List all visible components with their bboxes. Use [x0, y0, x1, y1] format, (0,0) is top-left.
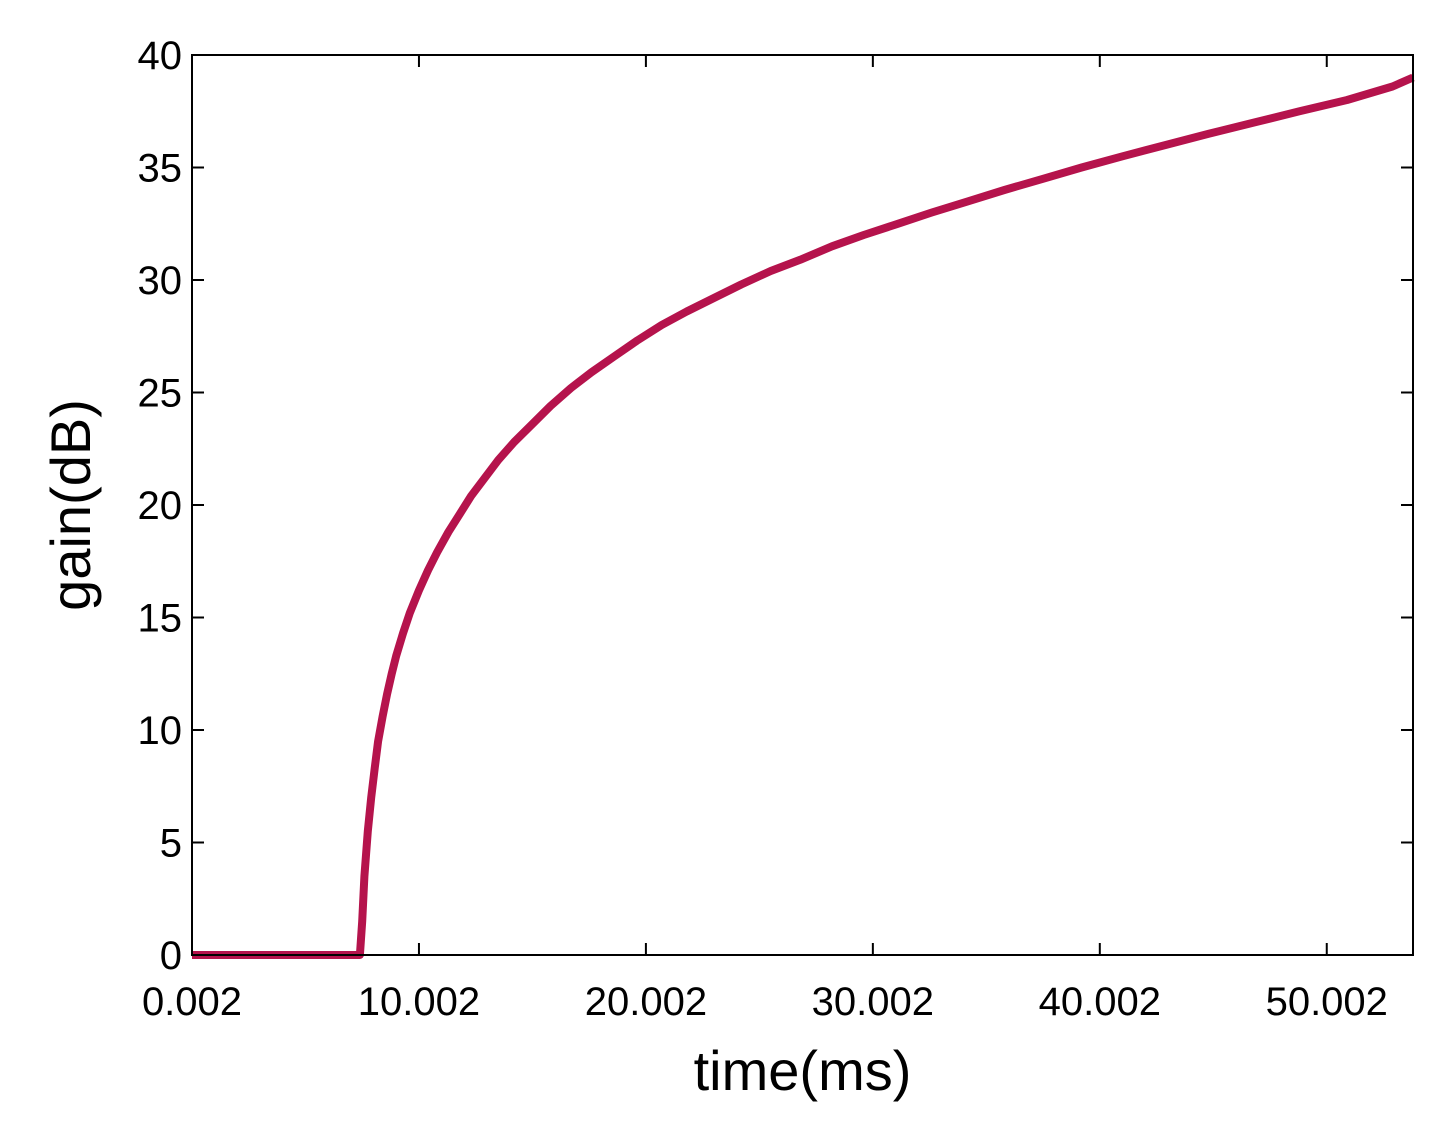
x-tick-label: 20.002	[585, 980, 707, 1024]
y-tick-label: 40	[138, 34, 183, 78]
y-tick-label: 5	[160, 822, 182, 866]
y-tick-label: 35	[138, 147, 183, 191]
x-tick-label: 40.002	[1039, 980, 1161, 1024]
y-tick-label: 30	[138, 259, 183, 303]
series-line	[192, 73, 1415, 959]
y-tick-label: 20	[138, 484, 183, 528]
x-tick-label: 30.002	[812, 980, 934, 1024]
y-tick-label: 15	[138, 597, 183, 641]
x-tick-label: 10.002	[358, 980, 480, 1024]
y-axis-label: gain(dB)	[39, 399, 102, 611]
y-tick-label: 10	[138, 709, 183, 753]
tick-labels: 0.002 10.002 20.002 30.002 40.002 50.002 0 5 10 1…	[138, 34, 1388, 1024]
plot-frame	[191, 54, 1414, 956]
series-group	[192, 73, 1415, 959]
y-tick-label: 25	[138, 372, 183, 416]
y-tick-label: 0	[160, 934, 182, 978]
x-axis-label: time(ms)	[694, 1039, 912, 1102]
x-tick-label: 0.002	[142, 980, 242, 1024]
axis-ticks	[192, 55, 1413, 955]
x-tick-label: 50.002	[1266, 980, 1388, 1024]
